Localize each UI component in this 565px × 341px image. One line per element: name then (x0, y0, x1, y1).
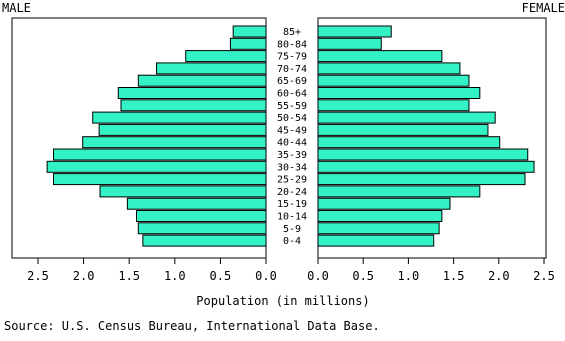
female-label: FEMALE (522, 1, 565, 15)
male-bar-0-4 (142, 234, 267, 247)
age-label-20-24: 20-24 (277, 187, 307, 198)
female-bar-30-34 (317, 160, 535, 173)
female-bar-60-64 (317, 87, 481, 99)
male-bar-40-44 (82, 136, 267, 149)
female-bars (317, 25, 535, 247)
male-bar-45-49 (98, 123, 267, 136)
male-bar-10-14 (135, 210, 267, 222)
x-tick-label: 2.5 (27, 269, 49, 283)
female-bar-85+ (317, 25, 392, 38)
source-note: Source: U.S. Census Bureau, Internationa… (4, 319, 380, 333)
age-label-80-84: 80-84 (277, 39, 307, 50)
age-label-70-74: 70-74 (277, 64, 307, 75)
female-bar-15-19 (317, 197, 451, 210)
age-label-5-9: 5-9 (283, 224, 301, 235)
male-bar-25-29 (53, 173, 267, 186)
x-tick-label: 0.0 (307, 269, 329, 283)
male-bar-5-9 (137, 222, 267, 235)
female-bar-20-24 (317, 185, 481, 198)
x-axis-label: Population (in millions) (196, 294, 369, 308)
age-label-15-19: 15-19 (277, 199, 307, 210)
male-plot-frame (11, 17, 267, 259)
age-label-65-69: 65-69 (277, 76, 307, 87)
female-bar-50-54 (317, 111, 496, 124)
female-bar-75-79 (317, 50, 443, 63)
age-label-25-29: 25-29 (277, 175, 307, 186)
female-bar-70-74 (317, 62, 461, 75)
age-label-35-39: 35-39 (277, 150, 307, 161)
female-bar-80-84 (317, 37, 382, 50)
age-label-55-59: 55-59 (277, 101, 307, 112)
male-bar-35-39 (53, 148, 267, 161)
x-tick-label: 1.5 (118, 269, 140, 283)
age-label-40-44: 40-44 (277, 138, 307, 149)
female-bar-65-69 (317, 74, 470, 87)
x-tick-label: 2.0 (488, 269, 510, 283)
x-tick-label: 1.0 (398, 269, 420, 283)
male-bar-55-59 (120, 99, 267, 112)
female-bar-35-39 (317, 148, 529, 161)
male-bars (46, 25, 267, 247)
male-bar-30-34 (46, 160, 267, 173)
female-bar-40-44 (317, 136, 501, 149)
male-bar-15-19 (126, 197, 267, 210)
female-bar-0-4 (317, 234, 435, 247)
male-bar-50-54 (92, 111, 267, 124)
age-label-10-14: 10-14 (277, 212, 307, 223)
age-label-75-79: 75-79 (277, 52, 307, 63)
female-bar-55-59 (317, 99, 470, 112)
female-bar-25-29 (317, 173, 526, 186)
male-bar-70-74 (156, 62, 267, 75)
female-bar-45-49 (317, 123, 489, 136)
x-tick-label: 1.0 (164, 269, 186, 283)
x-axis-ticks: 2.5 2.0 1.5 1.0 0.5 0.0 0.0 0.5 1.0 1.5 2.0 2.5 (27, 258, 555, 283)
x-tick-label: 2.0 (73, 269, 95, 283)
male-bar-65-69 (137, 74, 267, 87)
x-tick-label: 0.0 (255, 269, 277, 283)
male-label: MALE (2, 1, 31, 15)
age-label-85+: 85+ (283, 27, 301, 38)
x-tick-label: 1.5 (443, 269, 465, 283)
female-bar-10-14 (317, 210, 443, 222)
age-label-45-49: 45-49 (277, 125, 307, 136)
x-tick-label: 0.5 (352, 269, 374, 283)
x-tick-label: 0.5 (210, 269, 232, 283)
male-bar-20-24 (99, 185, 267, 198)
x-tick-label: 2.5 (533, 269, 555, 283)
male-bar-80-84 (229, 37, 267, 50)
age-label-0-4: 0-4 (283, 236, 301, 247)
male-bar-75-79 (185, 50, 267, 63)
age-label-30-34: 30-34 (277, 162, 307, 173)
age-label-60-64: 60-64 (277, 89, 307, 100)
age-label-50-54: 50-54 (277, 113, 307, 124)
male-bar-85+ (232, 25, 267, 38)
female-plot-frame (317, 17, 547, 259)
female-bar-5-9 (317, 222, 440, 235)
male-bar-60-64 (117, 87, 267, 99)
